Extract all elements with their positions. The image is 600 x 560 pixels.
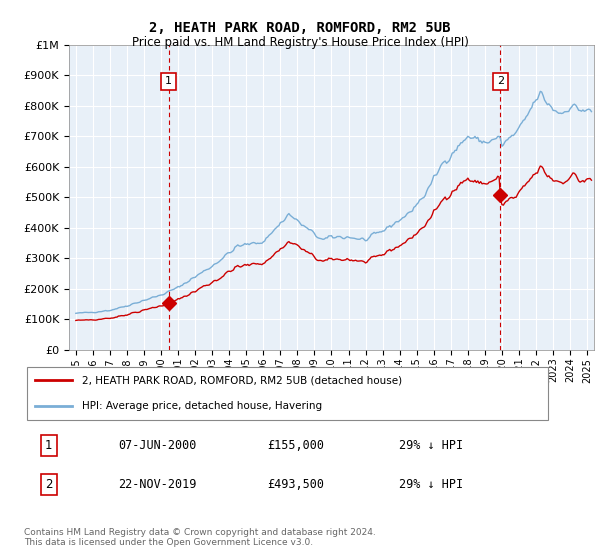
FancyBboxPatch shape — [26, 367, 548, 420]
Text: 2, HEATH PARK ROAD, ROMFORD, RM2 5UB: 2, HEATH PARK ROAD, ROMFORD, RM2 5UB — [149, 21, 451, 35]
Text: 22-NOV-2019: 22-NOV-2019 — [118, 478, 196, 491]
Text: 1: 1 — [165, 76, 172, 86]
Text: 29% ↓ HPI: 29% ↓ HPI — [400, 478, 463, 491]
Text: 2: 2 — [45, 478, 53, 491]
Text: 29% ↓ HPI: 29% ↓ HPI — [400, 439, 463, 452]
Text: 1: 1 — [45, 439, 53, 452]
Text: 2: 2 — [497, 76, 504, 86]
Text: Contains HM Land Registry data © Crown copyright and database right 2024.
This d: Contains HM Land Registry data © Crown c… — [24, 528, 376, 547]
Text: £493,500: £493,500 — [267, 478, 324, 491]
Text: 07-JUN-2000: 07-JUN-2000 — [118, 439, 196, 452]
Text: Price paid vs. HM Land Registry's House Price Index (HPI): Price paid vs. HM Land Registry's House … — [131, 36, 469, 49]
Text: HPI: Average price, detached house, Havering: HPI: Average price, detached house, Have… — [82, 402, 322, 412]
Text: 2, HEATH PARK ROAD, ROMFORD, RM2 5UB (detached house): 2, HEATH PARK ROAD, ROMFORD, RM2 5UB (de… — [82, 375, 402, 385]
Text: £155,000: £155,000 — [267, 439, 324, 452]
